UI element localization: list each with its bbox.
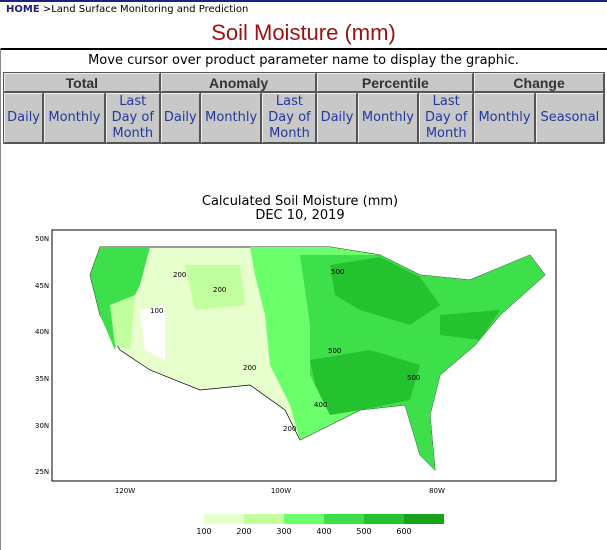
lon-label: 120W [115, 487, 135, 495]
contour-label: 200 [243, 364, 256, 372]
group-percentile: Percentile [317, 73, 474, 92]
color-legend: 100 200 300 400 500 600 [196, 514, 444, 536]
region [185, 265, 245, 310]
group-change: Change [474, 73, 604, 92]
northeast-region [440, 310, 500, 340]
soil-moisture-map: Calculated Soil Moisture (mm) DEC 10, 20… [35, 194, 557, 536]
top-bar [0, 0, 607, 2]
anomaly-monthly-link[interactable]: Monthly [200, 93, 262, 143]
lat-label: 50N [35, 235, 49, 243]
legend-swatch [244, 514, 284, 524]
dry-region [140, 305, 165, 360]
anomaly-daily-link[interactable]: Daily [160, 93, 200, 143]
contour-label: 400 [314, 401, 327, 409]
breadcrumb-current: >Land Surface Monitoring and Prediction [42, 4, 249, 15]
contour-label: 500 [331, 268, 344, 276]
legend-label: 200 [236, 527, 251, 536]
divider [0, 48, 607, 50]
instruction-text: Move cursor over product parameter name … [88, 53, 519, 68]
page-title: Soil Moisture (mm) [211, 20, 396, 45]
product-table: Total Anomaly Percentile Change Daily Mo… [3, 72, 605, 144]
contour-label: 500 [407, 374, 420, 382]
southeast-region [310, 350, 420, 415]
contour-label: 500 [328, 347, 341, 355]
northwest-region [90, 247, 150, 350]
contour-label: 200 [283, 425, 296, 433]
legend-swatch [284, 514, 324, 524]
lat-label: 35N [35, 375, 49, 383]
lat-label: 25N [35, 468, 49, 476]
lon-label: 100W [271, 487, 291, 495]
map-date: DEC 10, 2019 [255, 208, 344, 223]
group-total: Total [4, 73, 160, 92]
home-link[interactable]: HOME [6, 4, 40, 15]
breadcrumb: HOME >Land Surface Monitoring and Predic… [6, 4, 248, 15]
legend-label: 100 [196, 527, 211, 536]
contour-label: 200 [213, 286, 226, 294]
percentile-daily-link[interactable]: Daily [317, 93, 357, 143]
change-monthly-link[interactable]: Monthly [474, 93, 535, 143]
legend-label: 400 [316, 527, 331, 536]
total-monthly-link[interactable]: Monthly [44, 93, 105, 143]
lat-label: 45N [35, 282, 49, 290]
contour-label: 100 [150, 307, 163, 315]
lat-label: 30N [35, 422, 49, 430]
great-lakes-region [330, 257, 440, 325]
total-last-day-link[interactable]: Last Day of Month [105, 93, 160, 143]
legend-label: 600 [396, 527, 411, 536]
lat-label: 40N [35, 328, 49, 336]
group-anomaly: Anomaly [160, 73, 317, 92]
percentile-last-day-link[interactable]: Last Day of Month [419, 93, 474, 143]
legend-swatch [324, 514, 364, 524]
us-map [89, 246, 546, 471]
legend-swatch [404, 514, 444, 524]
legend-swatch [364, 514, 404, 524]
region [110, 295, 135, 350]
divider [0, 48, 1, 550]
legend-swatch [204, 514, 244, 524]
lon-label: 80W [429, 487, 445, 495]
map-title: Calculated Soil Moisture (mm) [202, 194, 398, 209]
legend-label: 500 [356, 527, 371, 536]
contour-label: 200 [173, 271, 186, 279]
legend-label: 300 [276, 527, 291, 536]
change-seasonal-link[interactable]: Seasonal [535, 93, 604, 143]
anomaly-last-day-link[interactable]: Last Day of Month [262, 93, 317, 143]
total-daily-link[interactable]: Daily [4, 93, 44, 143]
percentile-monthly-link[interactable]: Monthly [357, 93, 419, 143]
